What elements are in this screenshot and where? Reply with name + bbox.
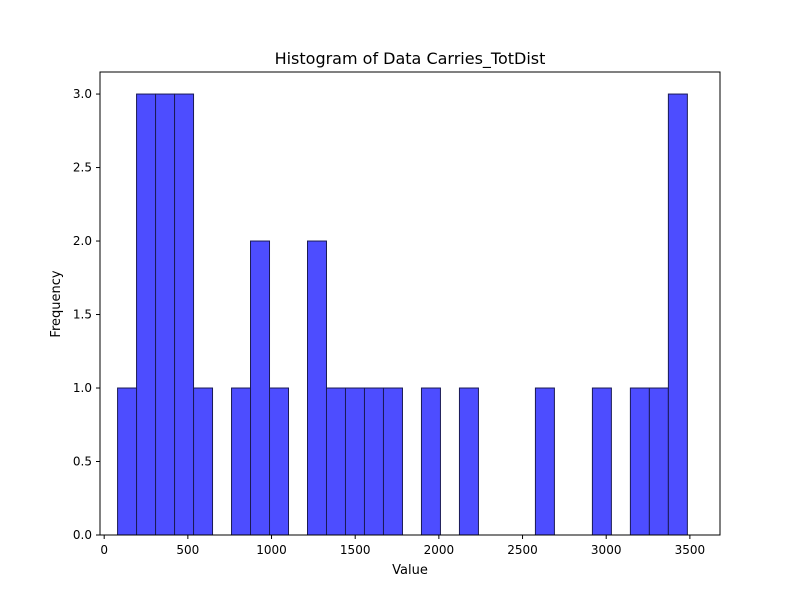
chart-title: Histogram of Data Carries_TotDist <box>275 49 546 69</box>
histogram-bar-7 <box>250 240 271 536</box>
histogram-bar-10 <box>307 240 327 536</box>
histogram-bar-29 <box>667 93 688 536</box>
y-tick-label: 2.0 <box>73 234 92 248</box>
y-tick-label: 1.0 <box>73 381 92 395</box>
histogram-bar-8 <box>269 387 290 536</box>
x-tick-label: 2500 <box>507 543 538 557</box>
y-tick-label: 0.5 <box>73 455 92 469</box>
histogram-bar-28 <box>648 387 669 536</box>
histogram-bar-2 <box>155 93 176 536</box>
histogram-bar-25 <box>591 387 612 536</box>
bars-group <box>117 93 688 536</box>
histogram-bar-4 <box>193 387 214 536</box>
x-tick-label: 3000 <box>591 543 622 557</box>
histogram-bar-6 <box>231 387 252 536</box>
y-tick-label: 2.5 <box>73 161 92 175</box>
x-tick-label: 0 <box>100 543 108 557</box>
histogram-bar-22 <box>534 387 555 536</box>
y-axis: 0.0 0.5 1.0 1.5 2.0 2.5 3.0 <box>73 87 100 542</box>
x-tick-label: 3500 <box>675 543 706 557</box>
x-axis: 0 500 1000 1500 2000 2500 3000 3500 <box>100 535 705 557</box>
histogram-bar-27 <box>629 387 650 536</box>
x-axis-label: Value <box>392 563 428 578</box>
histogram-bar-1 <box>136 93 157 536</box>
histogram-bar-11 <box>326 387 346 536</box>
histogram-bar-12 <box>344 387 365 536</box>
x-tick-label: 1000 <box>256 543 287 557</box>
x-tick-label: 500 <box>176 543 199 557</box>
x-tick-label: 1500 <box>340 543 371 557</box>
histogram-bar-3 <box>174 93 195 536</box>
histogram-bar-0 <box>117 387 138 536</box>
y-tick-label: 3.0 <box>73 87 92 101</box>
histogram-bar-14 <box>382 387 403 536</box>
histogram-bar-16 <box>420 387 441 536</box>
x-tick-label: 2000 <box>424 543 455 557</box>
histogram-bar-18 <box>458 387 479 536</box>
histogram-bar-13 <box>363 387 384 536</box>
plot-frame <box>99 71 721 536</box>
y-tick-label: 0.0 <box>73 528 92 542</box>
y-tick-label: 1.5 <box>73 308 92 322</box>
y-axis-label: Frequency <box>49 270 64 337</box>
